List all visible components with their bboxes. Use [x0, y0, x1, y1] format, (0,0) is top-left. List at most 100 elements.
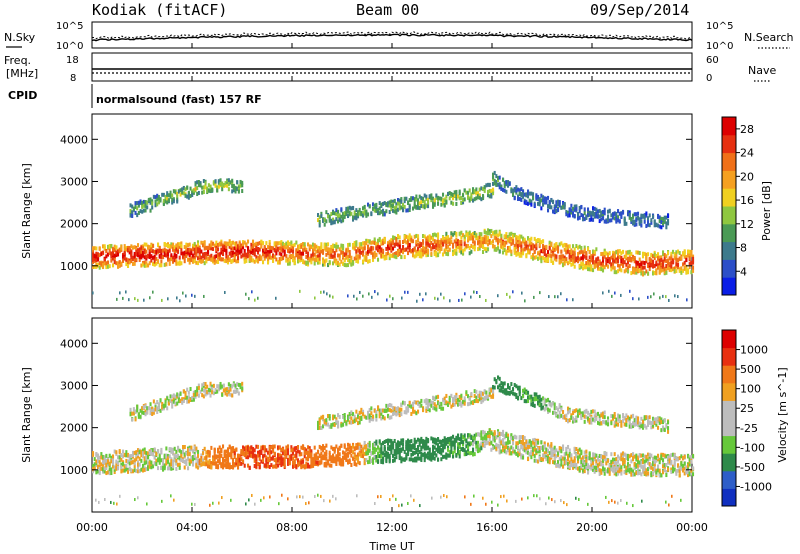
data-cell — [353, 256, 356, 261]
data-cell — [233, 454, 236, 459]
data-cell — [345, 447, 348, 452]
data-cell — [528, 250, 531, 255]
data-cell — [345, 255, 348, 260]
data-cell — [435, 447, 438, 452]
data-cell — [337, 244, 340, 249]
data-cell — [185, 451, 188, 456]
data-cell — [220, 257, 223, 262]
data-cell — [650, 263, 653, 268]
data-cell — [647, 220, 650, 225]
data-cell — [105, 265, 108, 270]
data-cell — [483, 444, 486, 449]
data-cell — [200, 453, 203, 458]
data-cell — [197, 247, 200, 252]
data-cell — [195, 244, 198, 249]
data-cell — [130, 252, 133, 257]
data-cell — [535, 243, 538, 248]
data-cell — [162, 248, 165, 253]
data-cell — [107, 244, 110, 249]
data-cell — [683, 260, 686, 265]
data-cell — [98, 466, 101, 471]
data-cell — [538, 199, 541, 204]
data-cell — [335, 217, 338, 222]
data-cell — [663, 266, 666, 271]
data-cell — [623, 260, 626, 265]
data-cell — [360, 250, 363, 255]
data-cell — [408, 205, 411, 210]
data-cell — [452, 440, 455, 445]
data-cell — [129, 203, 132, 208]
data-cell — [440, 196, 443, 201]
data-cell — [252, 243, 255, 248]
data-cell — [122, 254, 125, 259]
data-cell — [323, 456, 326, 461]
data-cell — [468, 196, 471, 201]
data-cell — [585, 255, 588, 260]
data-cell — [143, 447, 146, 452]
data-cell — [442, 201, 445, 206]
data-cell — [665, 270, 668, 275]
data-cell — [300, 460, 303, 465]
data-cell — [310, 454, 313, 459]
data-cell — [372, 446, 375, 451]
data-cell — [530, 241, 533, 246]
data-cell — [568, 244, 571, 249]
data-cell — [498, 175, 501, 180]
data-cell — [92, 246, 95, 251]
data-cell — [415, 194, 418, 199]
data-cell — [652, 259, 655, 264]
data-cell — [560, 205, 563, 210]
data-cell — [335, 454, 338, 459]
data-cell — [495, 446, 498, 451]
data-cell — [164, 194, 167, 199]
data-cell — [175, 247, 178, 252]
data-cell — [437, 437, 440, 442]
data-cell — [235, 243, 238, 248]
data-cell — [492, 436, 495, 441]
data-cell — [298, 258, 301, 263]
data-cell — [323, 218, 326, 223]
data-cell — [487, 189, 490, 194]
data-cell — [522, 239, 525, 244]
data-cell — [502, 438, 505, 443]
data-cell — [145, 451, 148, 456]
data-cell — [310, 244, 313, 249]
data-cell — [612, 250, 615, 255]
data-cell — [300, 445, 303, 450]
data-cell — [418, 249, 421, 254]
data-cell — [372, 257, 375, 262]
data-cell — [260, 447, 263, 452]
data-cell — [318, 215, 321, 220]
data-cell — [115, 466, 118, 471]
data-cell — [578, 205, 581, 210]
data-cell — [308, 464, 311, 469]
data-cell — [510, 231, 513, 236]
data-cell — [322, 448, 325, 453]
data-cell — [247, 455, 250, 460]
data-cell — [483, 237, 486, 242]
data-cell — [447, 445, 450, 450]
data-cell — [405, 234, 408, 239]
data-cell — [108, 264, 111, 269]
data-cell — [123, 453, 126, 458]
data-cell — [345, 209, 348, 214]
data-cell — [488, 188, 491, 193]
data-cell — [122, 462, 125, 467]
data-cell — [137, 469, 140, 474]
data-cell — [170, 459, 173, 464]
data-cell — [303, 454, 306, 459]
data-cell — [520, 187, 523, 192]
data-cell — [350, 255, 353, 260]
data-cell — [182, 445, 185, 450]
data-cell — [95, 470, 98, 475]
data-cell — [493, 432, 496, 437]
data-cell — [482, 240, 485, 245]
data-cell — [640, 268, 643, 273]
data-cell — [168, 261, 171, 266]
data-cell — [207, 252, 210, 257]
data-cell — [231, 178, 234, 183]
noise-left-label: N.Sky — [4, 31, 36, 44]
data-cell — [148, 255, 151, 260]
data-cell — [610, 255, 613, 260]
data-cell — [425, 253, 428, 258]
